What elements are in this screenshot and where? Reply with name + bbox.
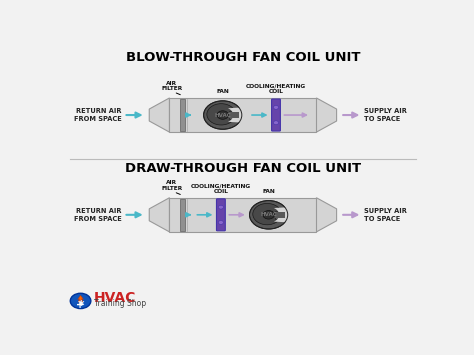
Bar [229, 111, 240, 119]
Text: DRAW-THROUGH FAN COIL UNIT: DRAW-THROUGH FAN COIL UNIT [125, 162, 361, 175]
Text: RETURN AIR
FROM SPACE: RETURN AIR FROM SPACE [74, 208, 122, 222]
Polygon shape [228, 107, 246, 123]
Text: Training Shop: Training Shop [94, 299, 146, 308]
Text: HVAC: HVAC [214, 113, 231, 118]
Polygon shape [316, 198, 337, 232]
Text: FAN: FAN [262, 189, 275, 194]
Text: +: + [76, 300, 85, 310]
Bar [181, 199, 185, 231]
Text: AIR
FILTER: AIR FILTER [161, 81, 182, 91]
Bar [169, 98, 316, 132]
FancyBboxPatch shape [217, 199, 225, 231]
Text: COOLING/HEATING
COIL: COOLING/HEATING COIL [191, 184, 251, 194]
Circle shape [207, 104, 236, 125]
Text: AIR
FILTER: AIR FILTER [161, 180, 182, 191]
Circle shape [219, 205, 223, 209]
Polygon shape [316, 98, 337, 132]
Circle shape [263, 211, 274, 219]
Polygon shape [149, 198, 169, 232]
Circle shape [249, 201, 288, 229]
Text: RETURN AIR
FROM SPACE: RETURN AIR FROM SPACE [74, 108, 122, 122]
Circle shape [273, 121, 279, 125]
Text: HVAC: HVAC [94, 291, 136, 305]
Circle shape [204, 101, 242, 129]
Text: *: * [77, 299, 84, 312]
Text: SUPPLY AIR
TO SPACE: SUPPLY AIR TO SPACE [364, 208, 407, 222]
Circle shape [70, 293, 91, 308]
Circle shape [219, 220, 223, 224]
Circle shape [217, 111, 228, 119]
Polygon shape [78, 295, 83, 302]
Text: SUPPLY AIR
TO SPACE: SUPPLY AIR TO SPACE [364, 108, 407, 122]
Text: HVAC: HVAC [260, 212, 277, 217]
Text: COOLING/HEATING
COIL: COOLING/HEATING COIL [246, 83, 306, 94]
Bar [229, 112, 239, 118]
Text: FAN: FAN [216, 89, 229, 94]
Polygon shape [149, 98, 169, 132]
Bar [169, 198, 316, 232]
FancyBboxPatch shape [272, 99, 281, 131]
Bar [275, 212, 285, 218]
Circle shape [253, 203, 282, 225]
Text: BLOW-THROUGH FAN COIL UNIT: BLOW-THROUGH FAN COIL UNIT [126, 51, 360, 64]
Bar [275, 211, 286, 219]
Circle shape [273, 105, 279, 109]
Polygon shape [274, 207, 292, 223]
Bar [181, 99, 185, 131]
